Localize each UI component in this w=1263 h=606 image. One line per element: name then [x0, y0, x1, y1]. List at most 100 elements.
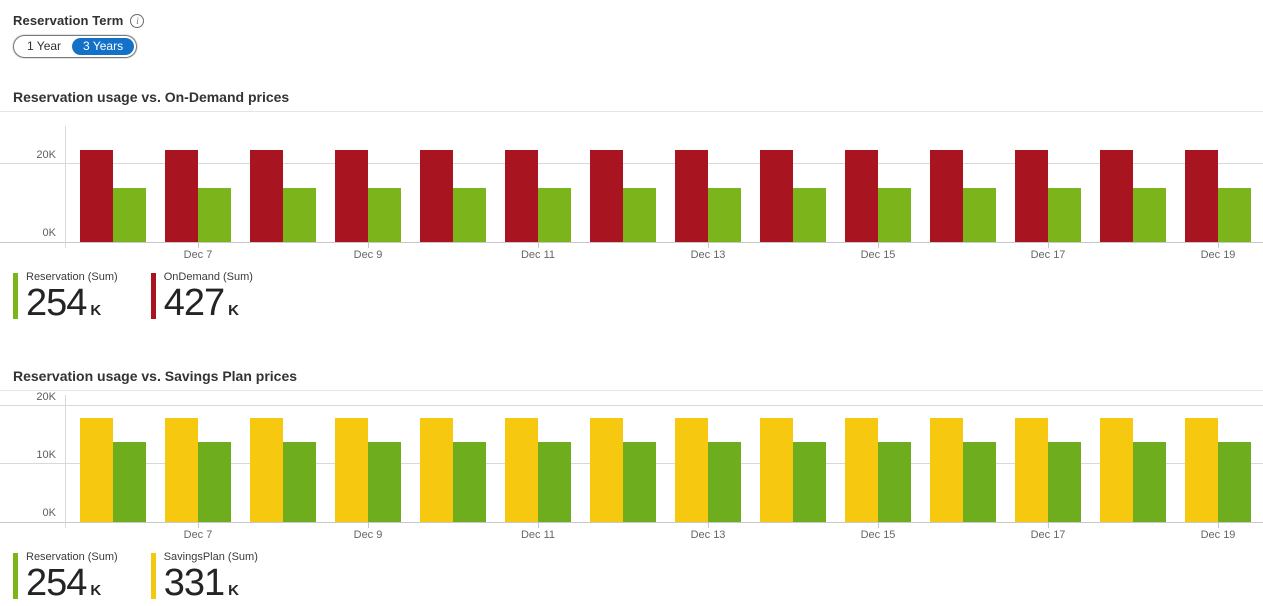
bar-reservation-dec-6[interactable] — [113, 188, 146, 242]
legend-sum-unit: K — [228, 582, 239, 599]
x-axis-tick — [198, 523, 199, 528]
bar-reservation-dec-19[interactable] — [1218, 188, 1251, 242]
bar-reservation-dec-7[interactable] — [198, 442, 231, 522]
bar-ondemand-dec-7[interactable] — [165, 150, 198, 242]
x-axis-tick — [198, 243, 199, 248]
bar-reservation-dec-14[interactable] — [793, 442, 826, 522]
bar-reservation-dec-13[interactable] — [708, 442, 741, 522]
bar-chart-savingsplan: 0K 10K 20K — [0, 390, 1263, 528]
bar-reservation-dec-12[interactable] — [623, 442, 656, 522]
x-axis-label: Dec 15 — [860, 249, 896, 261]
bar-reservation-dec-10[interactable] — [453, 188, 486, 242]
bar-reservation-dec-12[interactable] — [623, 188, 656, 242]
chart-legend-savingsplan: Reservation (Sum) 254 K SavingsPlan (Sum… — [13, 551, 1263, 602]
x-axis-tick — [538, 243, 539, 248]
bar-savingsplan-dec-6[interactable] — [80, 418, 113, 522]
x-axis-tick — [708, 243, 709, 248]
bar-ondemand-dec-16[interactable] — [930, 150, 963, 242]
x-axis-tick — [1218, 243, 1219, 248]
gridline — [0, 404, 1263, 406]
y-axis-label: 0K — [0, 507, 58, 520]
legend-sum-value: 331 — [163, 562, 225, 604]
x-axis-tick — [1048, 243, 1049, 248]
bar-reservation-dec-8[interactable] — [283, 188, 316, 242]
bar-savingsplan-dec-14[interactable] — [760, 418, 793, 522]
bar-ondemand-dec-12[interactable] — [590, 150, 623, 242]
bar-ondemand-dec-6[interactable] — [80, 150, 113, 242]
bar-ondemand-dec-8[interactable] — [250, 150, 283, 242]
x-axis-tick — [1048, 523, 1049, 528]
divider — [0, 111, 1263, 112]
bar-ondemand-dec-13[interactable] — [675, 150, 708, 242]
bar-reservation-dec-15[interactable] — [878, 188, 911, 242]
bar-savingsplan-dec-10[interactable] — [420, 418, 453, 522]
bar-ondemand-dec-11[interactable] — [505, 150, 538, 242]
bar-ondemand-dec-15[interactable] — [845, 150, 878, 242]
bar-savingsplan-dec-7[interactable] — [165, 418, 198, 522]
bar-chart-ondemand: 0K 20K — [0, 126, 1263, 248]
bar-savingsplan-dec-19[interactable] — [1185, 418, 1218, 522]
bar-reservation-dec-9[interactable] — [368, 442, 401, 522]
y-axis-label: 20K — [0, 390, 58, 404]
toggle-option-1-year[interactable]: 1 Year — [27, 39, 62, 53]
bar-savingsplan-dec-11[interactable] — [505, 418, 538, 522]
x-axis-tick — [538, 523, 539, 528]
bar-reservation-dec-19[interactable] — [1218, 442, 1251, 522]
info-icon[interactable]: i — [130, 13, 145, 28]
bar-reservation-dec-15[interactable] — [878, 442, 911, 522]
bar-reservation-dec-17[interactable] — [1048, 442, 1081, 522]
x-axis-label: Dec 11 — [520, 249, 556, 261]
bar-reservation-dec-10[interactable] — [453, 442, 486, 522]
bar-savingsplan-dec-9[interactable] — [335, 418, 368, 522]
bar-reservation-dec-9[interactable] — [368, 188, 401, 242]
bar-savingsplan-dec-13[interactable] — [675, 418, 708, 522]
legend-color-strip — [13, 553, 18, 599]
x-axis-label: Dec 11 — [520, 529, 556, 541]
bar-savingsplan-dec-18[interactable] — [1100, 418, 1133, 522]
bar-reservation-dec-13[interactable] — [708, 188, 741, 242]
x-axis-tick — [1218, 523, 1219, 528]
bar-reservation-dec-6[interactable] — [113, 442, 146, 522]
legend-color-strip — [150, 273, 156, 319]
bar-ondemand-dec-9[interactable] — [335, 150, 368, 242]
bar-ondemand-dec-19[interactable] — [1185, 150, 1218, 242]
bar-ondemand-dec-10[interactable] — [420, 150, 453, 242]
bar-reservation-dec-16[interactable] — [963, 442, 996, 522]
legend-series-name: Reservation (Sum) — [26, 551, 118, 563]
x-axis-tick — [368, 243, 369, 248]
x-axis-label: Dec 17 — [1030, 529, 1066, 541]
x-axis-label: Dec 9 — [353, 249, 383, 261]
bar-ondemand-dec-18[interactable] — [1100, 150, 1133, 242]
bar-reservation-dec-14[interactable] — [793, 188, 826, 242]
bar-reservation-dec-7[interactable] — [198, 188, 231, 242]
reservation-term-toggle[interactable]: 1 Year 3 Years — [13, 35, 138, 58]
bar-reservation-dec-8[interactable] — [283, 442, 316, 522]
x-axis-tick — [708, 523, 709, 528]
bar-reservation-dec-16[interactable] — [963, 188, 996, 242]
bar-savingsplan-dec-16[interactable] — [930, 418, 963, 522]
legend-series-name: OnDemand (Sum) — [163, 271, 253, 283]
bar-reservation-dec-11[interactable] — [538, 442, 571, 522]
bar-savingsplan-dec-8[interactable] — [250, 418, 283, 522]
bar-reservation-dec-17[interactable] — [1048, 188, 1081, 242]
bar-reservation-dec-18[interactable] — [1133, 442, 1166, 522]
legend-sum-unit: K — [228, 302, 239, 319]
chart-title-ondemand: Reservation usage vs. On-Demand prices — [13, 89, 290, 105]
legend-color-strip — [13, 273, 18, 319]
chart-legend-ondemand: Reservation (Sum) 254 K OnDemand (Sum) 4… — [13, 271, 1263, 322]
x-axis-label: Dec 13 — [690, 529, 726, 541]
bar-savingsplan-dec-17[interactable] — [1015, 418, 1048, 522]
bar-ondemand-dec-14[interactable] — [760, 150, 793, 242]
bar-savingsplan-dec-15[interactable] — [845, 418, 878, 522]
x-axis-label: Dec 19 — [1200, 249, 1236, 261]
x-axis-tick — [878, 523, 879, 528]
toggle-option-3-years[interactable]: 3 Years — [72, 38, 135, 55]
bar-reservation-dec-11[interactable] — [538, 188, 571, 242]
bar-savingsplan-dec-12[interactable] — [590, 418, 623, 522]
bar-reservation-dec-18[interactable] — [1133, 188, 1166, 242]
legend-series-name: SavingsPlan (Sum) — [163, 551, 258, 563]
bar-ondemand-dec-17[interactable] — [1015, 150, 1048, 242]
x-axis-tick — [368, 523, 369, 528]
chart-section-savingsplan: Reservation usage vs. Savings Plan price… — [0, 368, 1263, 602]
gridline — [0, 163, 1263, 164]
